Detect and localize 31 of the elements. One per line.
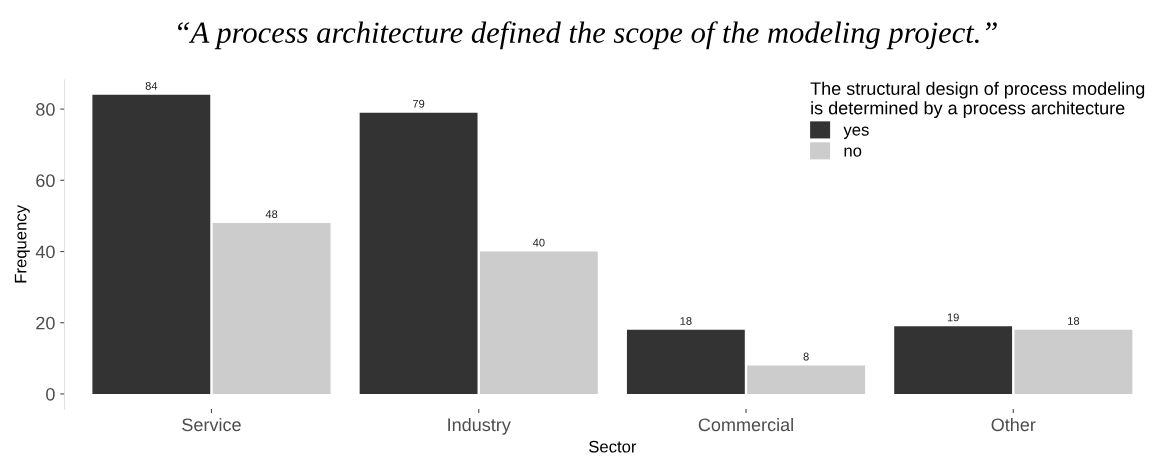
data-label: 18 (680, 317, 692, 325)
x-tick-label: Service (182, 417, 241, 432)
bar (747, 365, 866, 394)
x-tick-label: Commercial (698, 417, 793, 432)
data-label: 48 (265, 210, 278, 219)
data-label: 18 (1068, 317, 1080, 325)
data-label: 8 (803, 352, 809, 361)
data-label: 19 (947, 313, 959, 322)
data-label: 84 (145, 82, 158, 90)
bar (479, 251, 598, 394)
y-tick-label: 60 (36, 174, 55, 188)
bar (92, 94, 211, 394)
x-axis-title: Sector (589, 440, 637, 453)
x-tick-label: Industry (448, 417, 511, 435)
data-label: 40 (532, 238, 545, 247)
x-tick-label: Other (991, 417, 1036, 432)
bar (894, 326, 1013, 394)
legend-title: The structural design of process modeling is determined by a process architecture (810, 81, 1145, 119)
y-tick-label: 0 (46, 387, 55, 401)
bar (212, 223, 331, 394)
chart-title: “A process architecture defined the scope of the modeling project.” (178, 21, 997, 50)
data-label: 79 (412, 99, 425, 108)
y-tick-label: 80 (36, 103, 55, 116)
bar (626, 329, 745, 394)
bar (359, 112, 478, 394)
legend-label: yes (843, 126, 869, 139)
y-tick-label: 40 (35, 245, 55, 259)
y-axis-title: Frequency (14, 205, 30, 283)
legend-label: no (844, 147, 862, 157)
bar (1014, 329, 1133, 394)
y-tick-label: 20 (36, 316, 55, 330)
